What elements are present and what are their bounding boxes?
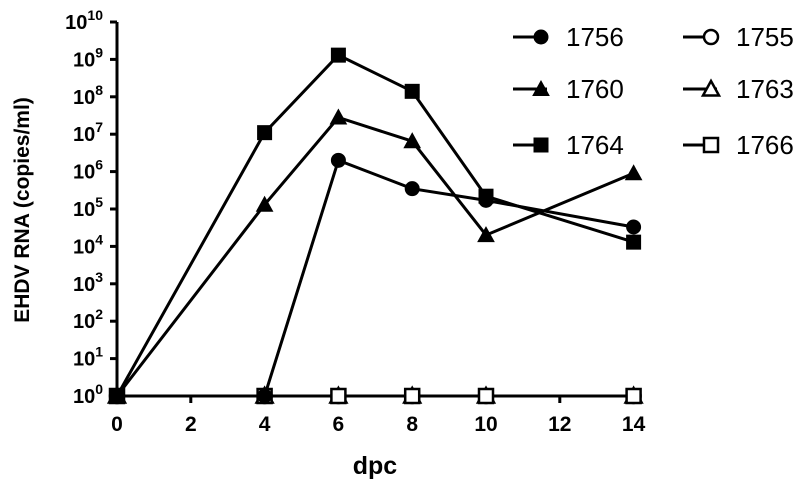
legend-label: 1756 [566, 22, 624, 52]
legend: 1756 1760 1764 1755 1763 1766 [513, 22, 794, 160]
data-point-1766 [477, 387, 495, 405]
legend-item-1763: 1763 [683, 74, 794, 104]
x-tick-label: 14 [622, 413, 646, 436]
legend-label: 1763 [736, 74, 794, 104]
legend-marker [700, 78, 722, 97]
legend-item-1756: 1756 [513, 22, 624, 52]
series-line-1760 [115, 115, 635, 397]
data-point-1764 [404, 83, 420, 99]
series-1756 [109, 152, 642, 404]
data-point-1760 [255, 195, 274, 212]
x-tick-label: 0 [111, 413, 123, 436]
series-1764 [109, 47, 642, 404]
ticks: 0 2 4 6 8 10 12 14 100 101 102 103 104 105 106 107 108 10… [65, 7, 645, 436]
data-point-1764 [330, 47, 346, 63]
series-1760 [108, 108, 643, 403]
x-tick-label: 10 [474, 413, 497, 436]
legend-item-1766: 1766 [683, 130, 794, 160]
x-tick-label: 6 [333, 413, 345, 436]
data-point-1756 [330, 152, 346, 168]
series-layer [106, 47, 644, 405]
legend-item-1755: 1755 [683, 22, 794, 52]
legend-label: 1755 [736, 22, 794, 52]
y-tick-label: 101 [73, 344, 103, 371]
y-tick-label: 100 [73, 381, 103, 408]
y-axis-title: EHDV RNA (copies/ml) [11, 97, 34, 323]
y-tick-label: 106 [73, 157, 103, 184]
y-tick-label: 1010 [65, 7, 103, 34]
y-tick-label: 102 [73, 306, 103, 333]
legend-marker [533, 137, 549, 153]
x-tick-label: 4 [259, 413, 271, 436]
y-tick-label: 105 [73, 194, 103, 221]
legend-label: 1766 [736, 130, 794, 160]
legend-marker [702, 136, 720, 154]
data-point-1764 [109, 388, 125, 404]
x-tick-label: 2 [185, 413, 197, 436]
data-point-1760 [329, 108, 348, 125]
legend-marker [532, 79, 550, 96]
axes [115, 22, 634, 398]
legend-label: 1760 [566, 74, 624, 104]
legend-item-1764: 1764 [513, 130, 624, 160]
data-point-1756 [257, 388, 273, 404]
series-line-1764 [115, 53, 635, 397]
y-tick-label: 109 [73, 44, 103, 71]
data-point-1760 [403, 132, 422, 149]
data-point-1760 [477, 226, 495, 243]
data-point-1766 [330, 387, 347, 405]
data-point-1764 [626, 234, 642, 250]
data-point-1764 [257, 125, 273, 141]
y-tick-label: 108 [73, 82, 103, 109]
x-tick-label: 8 [406, 413, 418, 436]
y-tick-label: 103 [73, 269, 103, 296]
legend-item-1760: 1760 [513, 74, 624, 104]
data-point-1760 [624, 164, 643, 181]
data-point-1766 [403, 387, 421, 405]
x-tick-label: 12 [548, 413, 571, 436]
data-point-1756 [626, 219, 642, 235]
x-axis-title: dpc [353, 452, 398, 480]
y-tick-label: 107 [73, 119, 103, 146]
data-point-1764 [478, 188, 494, 204]
legend-label: 1764 [566, 130, 624, 160]
data-point-1766 [625, 387, 642, 405]
data-point-1756 [404, 181, 420, 197]
y-tick-label: 104 [73, 231, 103, 258]
legend-marker [533, 29, 549, 45]
series-line-1756 [117, 158, 634, 398]
legend-marker [702, 28, 720, 46]
